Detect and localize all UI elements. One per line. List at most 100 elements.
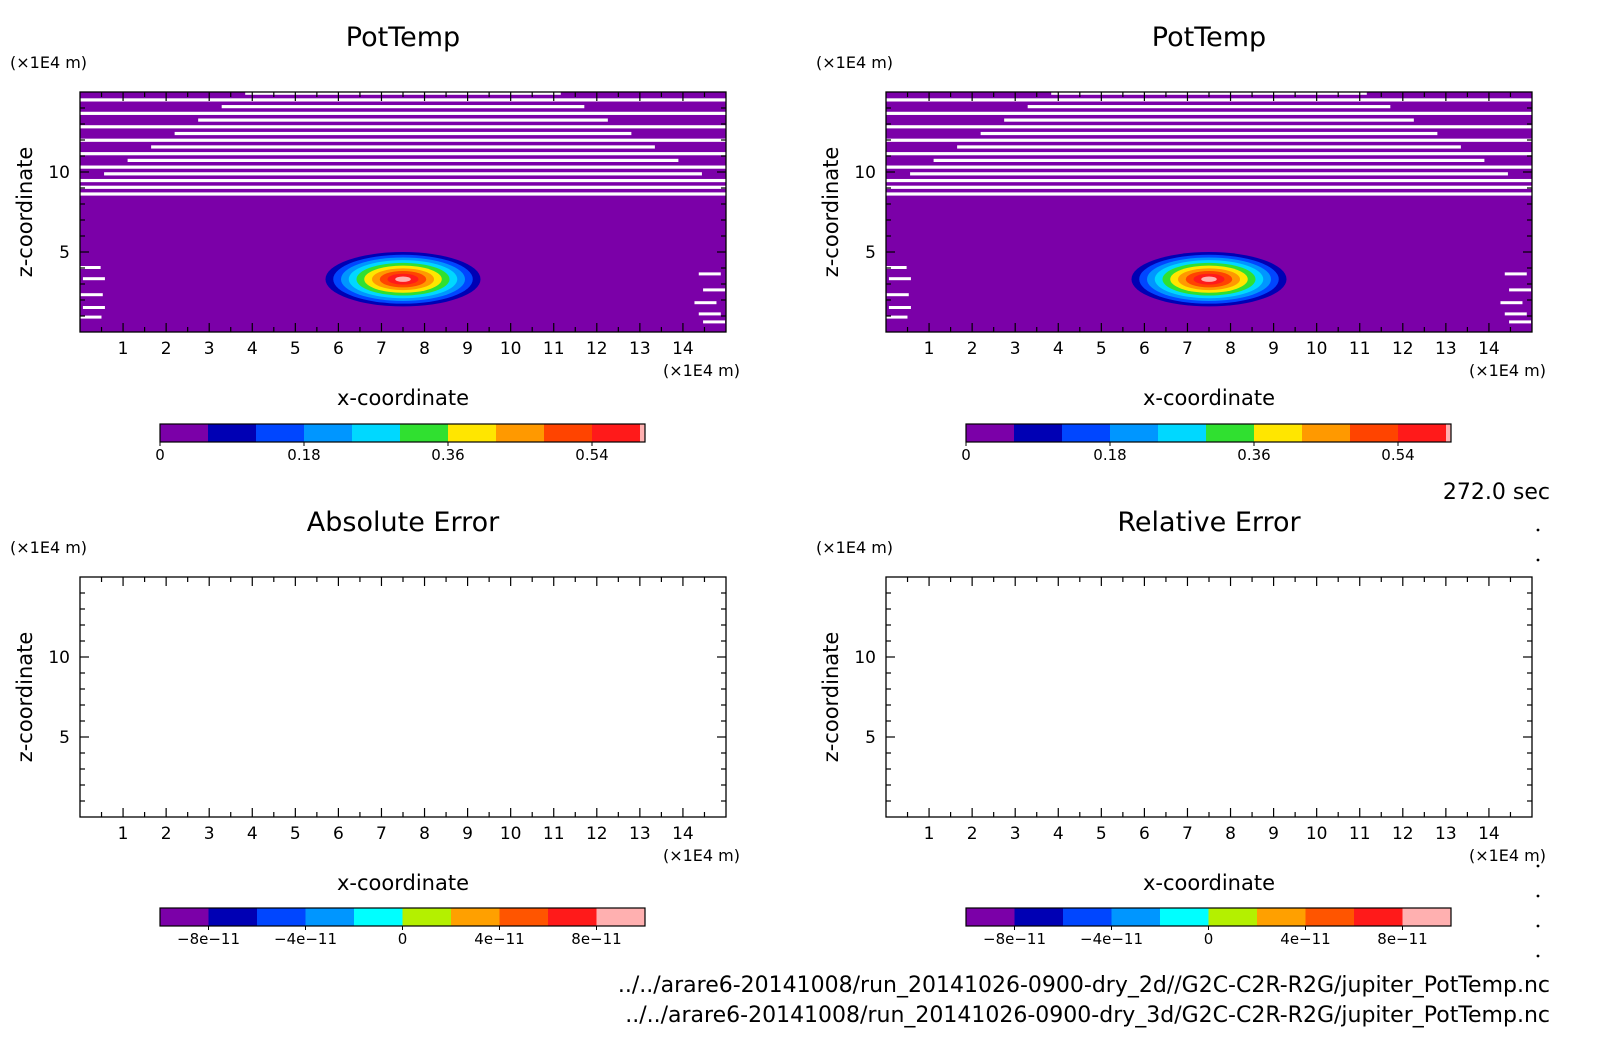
z-unit-label: (×1E4 m) [816,538,893,557]
colorbar-swatch [1257,908,1306,926]
colorbar-tick-label: 0.36 [1237,446,1270,464]
noise-band [80,185,726,189]
noise-band [886,178,1532,183]
noise-dash [1504,272,1527,276]
x-tick-label: 9 [1268,339,1279,359]
chart-panel-3: Absolute Error(×1E4 m)1 2 3 4 5 6 7 8 9 10 11 12 13 1… [10,507,740,948]
noise-band [221,105,585,109]
z-unit-label: (×1E4 m) [10,538,87,557]
noise-band [886,165,1532,169]
colorbar-swatch [402,908,451,926]
z-tick-label: 5 [59,728,70,748]
noise-band [886,152,1532,156]
colorbar-swatch [496,424,544,442]
x-tick-label: 14 [672,824,694,844]
x-tick-label: 9 [462,824,473,844]
x-tick-label: 5 [290,339,301,359]
noise-band [886,185,1532,189]
z-tick-label: 10 [48,163,70,183]
x-tick-label: 10 [1306,339,1328,359]
chart-panel-2: PotTemp(×1E4 m)1 2 3 4 5 6 7 8 9 10 11 12 13 14510(×1… [816,22,1546,464]
colorbar: −8e−11 −4e−11 0 4e−11 8e−11 [159,907,646,948]
colorbar-swatch [1110,424,1158,442]
colorbar-tick-label: 0.36 [431,446,464,464]
x-axis-label: x-coordinate [337,871,469,895]
x-axis-label: x-coordinate [1143,871,1275,895]
x-axis-label: x-coordinate [337,386,469,410]
colorbar-tick-label: 8e−11 [1377,930,1427,948]
chart-panel-1: PotTemp(×1E4 m)1 2 3 4 5 6 7 8 9 10 11 12 13 14510(×1… [10,22,740,464]
noise-dash [886,266,907,269]
colorbar-tick-label: 0 [155,446,165,464]
noise-dash [888,277,911,281]
colorbar-swatch [1302,424,1350,442]
x-tick-label: 13 [1435,824,1457,844]
z-tick-label: 5 [865,728,876,748]
colorbar-swatch [352,424,400,442]
x-tick-label: 11 [1349,824,1371,844]
colorbar-swatch [305,908,354,926]
noise-band [80,98,726,102]
colorbar-tick-label: 0.18 [287,446,320,464]
colorbar-frame [965,423,1452,443]
colorbar-swatch [256,424,304,442]
noise-band [980,131,1438,136]
x-tick-label: 1 [924,339,935,359]
x-tick-label: 3 [204,339,215,359]
z-tick-label: 5 [865,243,876,263]
x-tick-label: 6 [333,339,344,359]
noise-band [886,138,1532,142]
colorbar-swatch [596,908,645,926]
colorbar-swatch [966,424,1014,442]
z-tick-label: 10 [48,648,70,668]
colorbar-swatch [208,908,257,926]
z-unit-label: (×1E4 m) [10,53,87,72]
x-tick-label: 10 [500,339,522,359]
noise-band [1004,118,1414,122]
noise-dash [886,293,909,297]
colorbar-swatch [304,424,352,442]
x-tick-label: 11 [543,824,565,844]
x-tick-label: 8 [419,339,430,359]
x-tick-label: 5 [290,824,301,844]
colorbar-swatch [448,424,496,442]
x-tick-label: 8 [419,824,430,844]
x-axis-label: x-coordinate [1143,386,1275,410]
z-axis-label: z-coordinate [13,147,37,278]
x-unit-label: (×1E4 m) [1469,361,1546,380]
x-tick-label: 6 [1139,339,1150,359]
x-tick-label: 14 [1478,339,1500,359]
x-tick-label: 13 [629,824,651,844]
colorbar-swatch [160,908,209,926]
x-tick-label: 7 [1182,339,1193,359]
colorbar-swatch [499,908,548,926]
x-tick-label: 3 [1010,824,1021,844]
colorbar-swatch [257,908,306,926]
noise-band [80,178,726,183]
z-tick-label: 10 [854,648,876,668]
colorbar-swatch [1158,424,1206,442]
x-tick-label: 1 [118,339,129,359]
noise-dash [82,277,105,281]
x-tick-label: 9 [1268,824,1279,844]
colorbar: 0 0.18 0.36 0.54 [155,423,646,464]
x-tick-label: 2 [161,339,172,359]
colorbar-swatch [1014,908,1063,926]
noise-dash [1509,288,1532,292]
plot-frame [79,576,727,818]
noise-band [127,158,679,162]
colorbar-swatch [1354,908,1403,926]
colorbar-swatch [1305,908,1354,926]
x-tick-label: 13 [1435,339,1457,359]
x-tick-label: 3 [204,824,215,844]
colorbar-tick-label: 0 [398,930,408,948]
noise-dash [1504,312,1527,316]
colorbar-swatch [1063,908,1112,926]
colorbar-swatch [1398,424,1446,442]
noise-band [886,125,1532,129]
colorbar-swatch [1014,424,1062,442]
noise-dash [1509,320,1532,324]
x-tick-label: 10 [1306,824,1328,844]
margin-dot [1536,924,1540,928]
